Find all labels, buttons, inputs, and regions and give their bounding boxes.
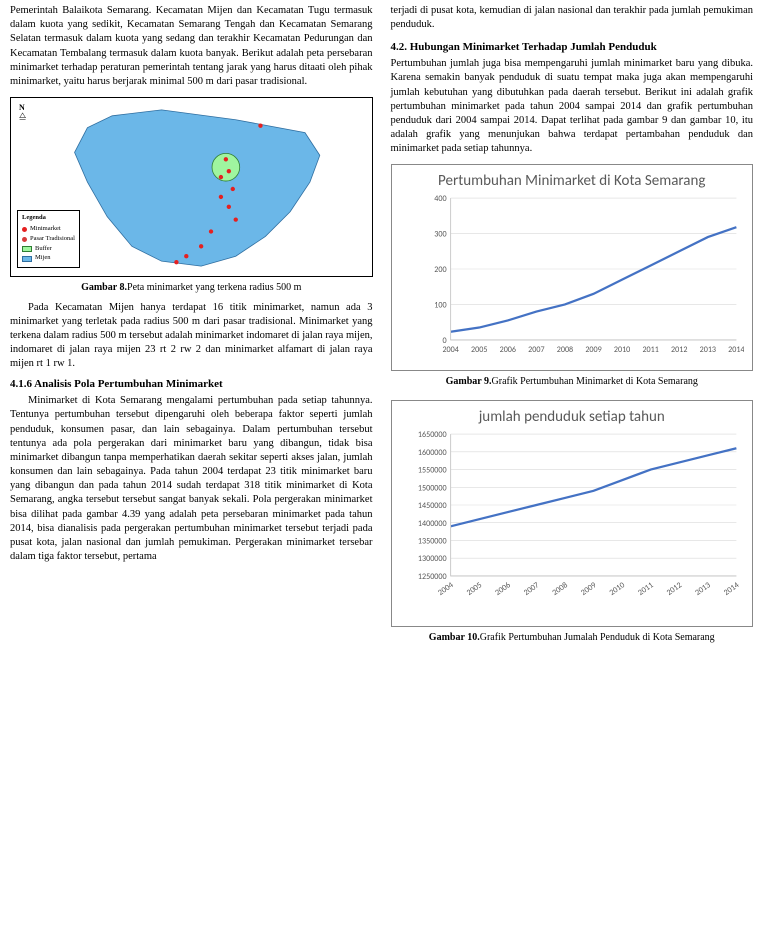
svg-text:2012: 2012: [664, 580, 683, 598]
svg-text:1550000: 1550000: [417, 465, 446, 475]
svg-text:100: 100: [434, 300, 446, 310]
svg-text:2005: 2005: [464, 580, 483, 598]
figure-9-chart: Pertumbuhan Minimarket di Kota Semarang …: [391, 164, 754, 371]
svg-text:2010: 2010: [613, 345, 629, 355]
para-top-left: Pemerintah Balaikota Semarang. Kecamatan…: [10, 4, 373, 89]
para-42: Pertumbuhan jumlah juga bisa mempengaruh…: [391, 57, 754, 156]
svg-text:200: 200: [434, 265, 446, 275]
chart9-title: Pertumbuhan Minimarket di Kota Semarang: [400, 171, 745, 191]
heading-42: 4.2. Hubungan Minimarket Terhadap Jumlah…: [391, 40, 754, 55]
svg-text:2009: 2009: [585, 345, 601, 355]
svg-text:2008: 2008: [556, 345, 572, 355]
svg-text:1400000: 1400000: [417, 518, 446, 528]
svg-text:2006: 2006: [499, 345, 515, 355]
figure-10-chart: jumlah penduduk setiap tahun 1250000 1300…: [391, 400, 754, 627]
figure-8-map: N ⧋ Legenda MinimarketPasar TradisionalB…: [10, 97, 373, 277]
svg-text:1600000: 1600000: [417, 447, 446, 457]
svg-text:1350000: 1350000: [417, 536, 446, 546]
svg-text:400: 400: [434, 194, 446, 204]
svg-text:1300000: 1300000: [417, 554, 446, 564]
right-column: terjadi di pusat kota, kemudian di jalan…: [391, 4, 754, 935]
para-416: Minimarket di Kota Semarang mengalami pe…: [10, 394, 373, 564]
svg-text:2004: 2004: [436, 580, 455, 598]
svg-text:2011: 2011: [642, 345, 658, 355]
svg-text:2013: 2013: [693, 580, 712, 598]
svg-text:2005: 2005: [471, 345, 487, 355]
svg-text:2007: 2007: [528, 345, 544, 355]
svg-text:2013: 2013: [699, 345, 715, 355]
svg-text:2008: 2008: [550, 580, 569, 598]
caption-9: Gambar 9.Grafik Pertumbuhan Minimarket d…: [391, 375, 754, 389]
svg-text:1450000: 1450000: [417, 501, 446, 511]
svg-text:1250000: 1250000: [417, 572, 446, 582]
svg-text:2012: 2012: [671, 345, 687, 355]
para-after-map: Pada Kecamatan Mijen hanya terdapat 16 t…: [10, 301, 373, 372]
caption-8: Gambar 8.Peta minimarket yang terkena ra…: [10, 281, 373, 295]
chart10-title: jumlah penduduk setiap tahun: [400, 407, 745, 427]
svg-text:2006: 2006: [493, 580, 512, 598]
svg-text:2004: 2004: [442, 345, 458, 355]
left-column: Pemerintah Balaikota Semarang. Kecamatan…: [10, 4, 373, 935]
caption-10: Gambar 10.Grafik Pertumbuhan Jumalah Pen…: [391, 631, 754, 645]
svg-text:2011: 2011: [636, 580, 655, 598]
chart10-svg: 1250000 1300000 1350000 1400000 1450000 15000…: [400, 428, 745, 621]
svg-text:300: 300: [434, 229, 446, 239]
svg-text:1650000: 1650000: [417, 430, 446, 440]
svg-text:2009: 2009: [579, 580, 598, 598]
svg-text:2007: 2007: [521, 580, 540, 598]
svg-text:2014: 2014: [721, 580, 740, 598]
chart9-svg: 0100200300400200420052006200720082009201…: [400, 192, 745, 364]
svg-text:2010: 2010: [607, 580, 626, 598]
svg-text:2014: 2014: [728, 345, 744, 355]
compass-icon: N ⧋: [19, 104, 26, 120]
svg-text:1500000: 1500000: [417, 483, 446, 493]
map-legend: Legenda MinimarketPasar TradisionalBuffe…: [17, 210, 80, 268]
para-top-right: terjadi di pusat kota, kemudian di jalan…: [391, 4, 754, 32]
heading-416: 4.1.6 Analisis Pola Pertumbuhan Minimark…: [10, 377, 373, 392]
